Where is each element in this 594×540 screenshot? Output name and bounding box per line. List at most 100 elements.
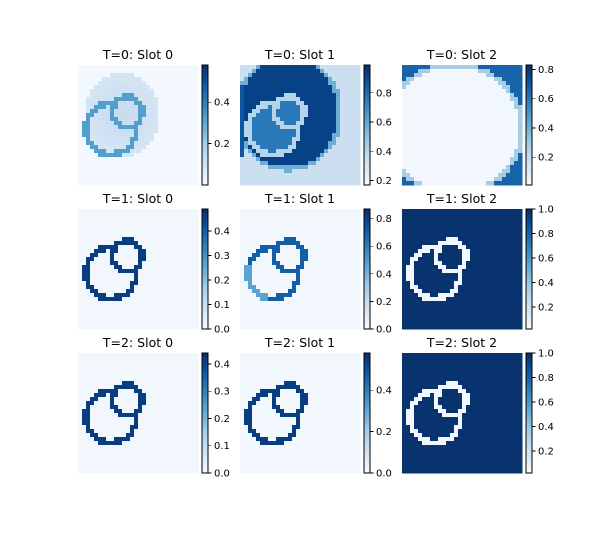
heatmap-cell	[78, 309, 83, 314]
heatmap-cell	[256, 261, 261, 266]
heatmap-cell	[316, 109, 321, 114]
heatmap-cell	[352, 125, 357, 130]
heatmap-cell	[304, 261, 309, 266]
heatmap-cell	[174, 137, 179, 142]
heatmap-cell	[106, 141, 111, 146]
heatmap-cell	[410, 149, 415, 154]
heatmap-cell	[154, 69, 159, 74]
heatmap-cell	[490, 209, 495, 214]
heatmap-cell	[478, 153, 483, 158]
colorbar-segment	[364, 279, 370, 282]
heatmap-cell	[312, 153, 317, 158]
heatmap-cell	[502, 121, 507, 126]
heatmap-cell	[300, 273, 305, 278]
heatmap-cell	[344, 325, 349, 330]
heatmap-cell	[138, 225, 143, 230]
heatmap-cell	[252, 165, 257, 170]
heatmap-cell	[114, 69, 119, 74]
heatmap-cell	[166, 81, 171, 86]
heatmap-cell	[466, 145, 471, 150]
heatmap-cell	[406, 125, 411, 130]
heatmap-cell	[474, 213, 479, 218]
heatmap-cell	[434, 221, 439, 226]
heatmap-cell	[146, 217, 151, 222]
heatmap-cell	[276, 73, 281, 78]
heatmap-cell	[264, 209, 269, 214]
heatmap-cell	[126, 125, 131, 130]
heatmap-cell	[268, 97, 273, 102]
heatmap-cell	[118, 233, 123, 238]
heatmap-cell	[166, 77, 171, 82]
colorbar: 0.00.20.40.60.8	[363, 208, 392, 336]
heatmap-cell	[434, 173, 439, 178]
heatmap-cell	[150, 237, 155, 242]
heatmap-cell	[296, 105, 301, 110]
heatmap-cell	[340, 169, 345, 174]
heatmap-cell	[304, 233, 309, 238]
heatmap-cell	[142, 129, 147, 134]
colorbar-segment	[526, 89, 532, 92]
heatmap-cell	[514, 169, 519, 174]
heatmap-cell	[264, 257, 269, 262]
heatmap-cell	[158, 309, 163, 314]
heatmap-cell	[138, 217, 143, 222]
heatmap-cell	[466, 149, 471, 154]
heatmap-cell	[402, 145, 407, 150]
heatmap-cell	[162, 97, 167, 102]
heatmap-cell	[264, 181, 269, 186]
heatmap-cell	[482, 117, 487, 122]
heatmap-cell	[462, 217, 467, 222]
heatmap-cell	[248, 277, 253, 282]
heatmap-cell	[336, 109, 341, 114]
heatmap-cell	[170, 241, 175, 246]
heatmap-cell	[312, 133, 317, 138]
heatmap-cell	[280, 117, 285, 122]
heatmap-cell	[292, 141, 297, 146]
heatmap-cell	[502, 97, 507, 102]
heatmap-cell	[418, 109, 423, 114]
heatmap-cell	[138, 153, 143, 158]
heatmap-cell	[406, 221, 411, 226]
heatmap-cell	[288, 153, 293, 158]
heatmap-cell	[312, 97, 317, 102]
heatmap-cell	[296, 173, 301, 178]
colorbar-segment	[202, 135, 208, 138]
heatmap-cell	[98, 169, 103, 174]
colorbar-segment	[202, 111, 208, 114]
heatmap-cell	[356, 77, 361, 82]
heatmap-cell	[276, 229, 281, 234]
heatmap-cell	[102, 281, 107, 286]
heatmap-cell	[348, 213, 353, 218]
heatmap-cell	[506, 149, 511, 154]
heatmap-cell	[118, 325, 123, 330]
heatmap-cell	[194, 113, 199, 118]
heatmap-cell	[462, 113, 467, 118]
heatmap-cell	[244, 93, 249, 98]
heatmap-cell	[304, 317, 309, 322]
colorbar-segment	[526, 171, 532, 174]
heatmap-cell	[308, 293, 313, 298]
heatmap-cell	[146, 129, 151, 134]
heatmap-cell	[146, 105, 151, 110]
heatmap-cell	[352, 81, 357, 86]
heatmap-cell	[170, 209, 175, 214]
heatmap-cell	[126, 213, 131, 218]
heatmap-cell	[450, 209, 455, 214]
heatmap-cell	[98, 241, 103, 246]
heatmap-cell	[194, 257, 199, 262]
heatmap-cell	[410, 173, 415, 178]
heatmap-cell	[178, 297, 183, 302]
heatmap-cell	[194, 305, 199, 310]
heatmap-cell	[280, 121, 285, 126]
heatmap-cell	[434, 117, 439, 122]
heatmap-cell	[320, 277, 325, 282]
heatmap-cell	[166, 297, 171, 302]
colorbar-tick-label: 0.8	[538, 65, 554, 76]
heatmap-cell	[174, 305, 179, 310]
heatmap-cell	[324, 289, 329, 294]
colorbar-segment	[202, 293, 208, 296]
heatmap-cell	[174, 249, 179, 254]
heatmap-cell	[260, 145, 265, 150]
heatmap-cell	[292, 309, 297, 314]
heatmap-cell	[470, 161, 475, 166]
